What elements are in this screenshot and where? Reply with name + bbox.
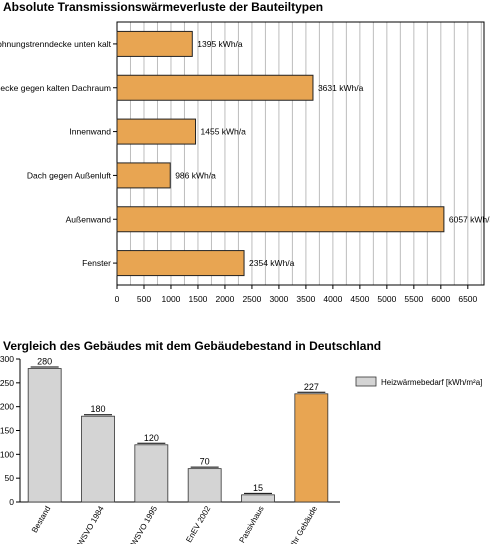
chart2-ytick-label: 50	[5, 473, 15, 483]
chart1-xtick-label: 4000	[323, 294, 342, 304]
chart2-value-label-bg	[245, 483, 271, 493]
chart2-ytick-label: 100	[0, 449, 14, 459]
chart2-value-label-bg	[298, 382, 325, 392]
chart2-category-label: Bestand	[30, 505, 52, 535]
chart2-legend-swatch	[355, 376, 377, 387]
chart2-bar	[187, 468, 222, 503]
chart2-value-label: 15	[253, 483, 263, 493]
chart2-value-label: 227	[304, 382, 319, 392]
chart1-xtick-label: 1500	[188, 294, 207, 304]
chart1-value-label: 3631 kWh/a	[318, 83, 364, 93]
chart1-xtick-label: 3500	[296, 294, 315, 304]
chart1-xtick-label: 2500	[242, 294, 261, 304]
chart2-category-label: Ihr Gebäude	[289, 504, 319, 544]
chart2-legend-label: Heizwärmebedarf [kWh/m²a]	[381, 378, 482, 387]
chart2-category-label: WSVO 1984	[76, 504, 106, 544]
chart1-plot-frame	[116, 21, 485, 286]
chart1-bar	[116, 118, 197, 145]
chart2-ytick-label: 0	[9, 497, 14, 507]
chart1-value-label: 1455 kWh/a	[201, 127, 247, 137]
chart2-bar	[294, 393, 329, 503]
chart1-xtick-label: 3000	[269, 294, 288, 304]
chart1-xtick-label: 5000	[377, 294, 396, 304]
chart2-title: Vergleich des Gebäudes mit dem Gebäudebe…	[3, 339, 382, 353]
chart1-bar	[116, 30, 193, 57]
chart1-category-label: Decke gegen kalten Dachraum	[0, 83, 111, 93]
chart2-value-label: 180	[90, 404, 105, 414]
chart2-ytick-label: 150	[0, 426, 14, 436]
chart2-category-label: Passivhaus	[237, 505, 265, 544]
chart2-value-label-bg	[85, 405, 111, 415]
chart1-bar	[116, 250, 245, 277]
chart1-xtick-label: 5500	[404, 294, 423, 304]
chart2-bar	[134, 444, 169, 503]
chart1-xtick-label: 0	[115, 294, 120, 304]
chart2-value-label-bg	[191, 457, 218, 467]
chart1-value-label: 2354 kWh/a	[249, 258, 295, 268]
chart2-value-label: 70	[200, 457, 210, 467]
chart2-value-label-bg	[138, 433, 165, 443]
chart1-title: Absolute Transmissionswärmeverluste der …	[3, 0, 324, 14]
chart1-bar	[116, 74, 314, 101]
chart2-ytick-label: 250	[0, 378, 14, 388]
chart2-category-label: WSVO 1995	[129, 504, 159, 544]
chart1-xtick-label: 1000	[162, 294, 181, 304]
chart1-value-label: 6057 kWh/a	[449, 214, 490, 224]
chart1-bar	[116, 206, 445, 233]
chart1-category-label: Wohnungstrenndecke unten kalt	[0, 39, 112, 49]
chart2-bar	[241, 494, 275, 503]
chart1-bar	[116, 162, 171, 189]
chart2-value-label-bg	[31, 357, 58, 367]
chart1-xtick-label: 2000	[215, 294, 234, 304]
chart1-xtick-label: 4500	[350, 294, 369, 304]
chart1-category-label: Dach gegen Außenluft	[27, 170, 112, 180]
chart1-xtick-label: 6000	[431, 294, 450, 304]
chart2-value-label: 120	[144, 433, 159, 443]
chart2-ytick-label: 200	[0, 402, 14, 412]
chart1-xtick-label: 6500	[458, 294, 477, 304]
chart2-bar	[27, 368, 62, 503]
chart1-value-label: 986 kWh/a	[175, 170, 216, 180]
chart2-ytick-label: 300	[0, 354, 14, 364]
chart2-bar	[81, 415, 115, 503]
chart2-value-label: 280	[37, 357, 52, 367]
chart1-category-label: Innenwand	[69, 127, 111, 137]
chart1-value-label: 1395 kWh/a	[197, 39, 243, 49]
chart2-category-label: EnEV 2002	[184, 504, 212, 544]
chart1-category-label: Fenster	[82, 258, 111, 268]
chart1-xtick-label: 500	[137, 294, 151, 304]
chart1-category-label: Außenwand	[66, 214, 112, 224]
